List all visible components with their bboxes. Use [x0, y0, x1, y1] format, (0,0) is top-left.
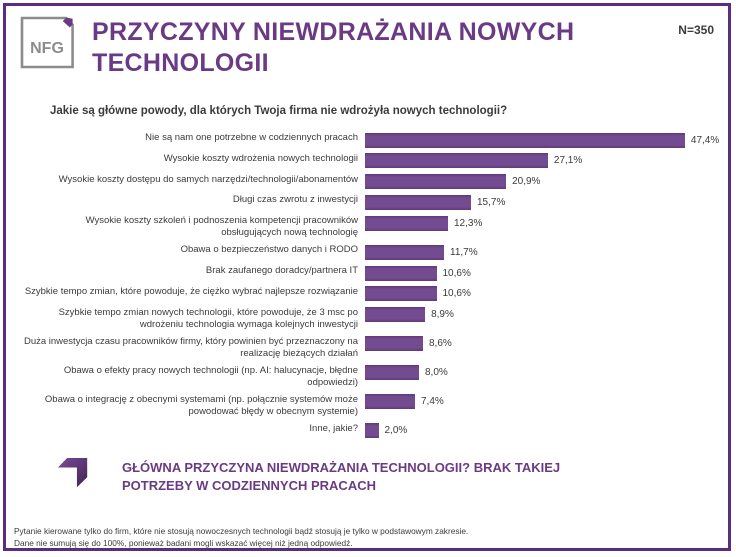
svg-text:NFG: NFG	[30, 40, 64, 57]
